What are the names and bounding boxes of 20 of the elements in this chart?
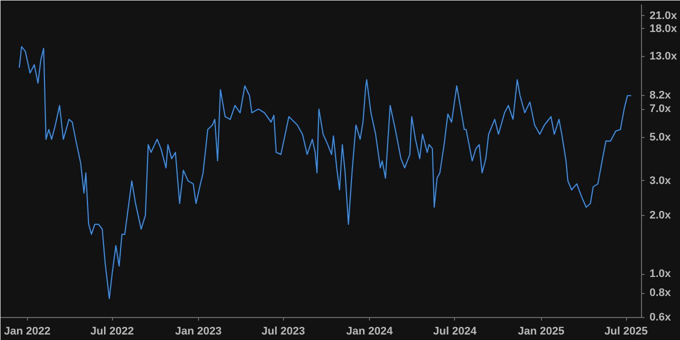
y-tick-label: 2.0x — [650, 209, 672, 222]
y-tick-label: 7.0x — [650, 103, 672, 116]
x-tick-label: Jan 2022 — [4, 326, 50, 338]
x-tick-label: Jan 2024 — [346, 326, 394, 338]
y-tick-label: 8.2x — [650, 90, 672, 102]
y-tick-label: 0.6x — [650, 312, 672, 324]
x-tick-label: Jul 2025 — [604, 326, 648, 338]
x-tick-label: Jan 2025 — [518, 326, 564, 338]
y-tick-label: 13.0x — [650, 50, 678, 63]
x-tick-label: Jul 2022 — [90, 326, 134, 338]
line-series — [18, 46, 632, 300]
y-tick-label: 5.0x — [650, 132, 672, 144]
y-tick-label: 1.0x — [650, 268, 672, 280]
y-tick-label: 18.0x — [650, 22, 678, 35]
x-tick-label: Jan 2023 — [175, 326, 222, 338]
y-tick-label: 0.8x — [650, 287, 672, 300]
x-tick-label: Jul 2023 — [262, 326, 305, 338]
x-tick-label: Jul 2024 — [433, 326, 478, 338]
y-tick-label: 21.0x — [650, 10, 678, 22]
y-tick-label: 3.0x — [650, 174, 672, 187]
